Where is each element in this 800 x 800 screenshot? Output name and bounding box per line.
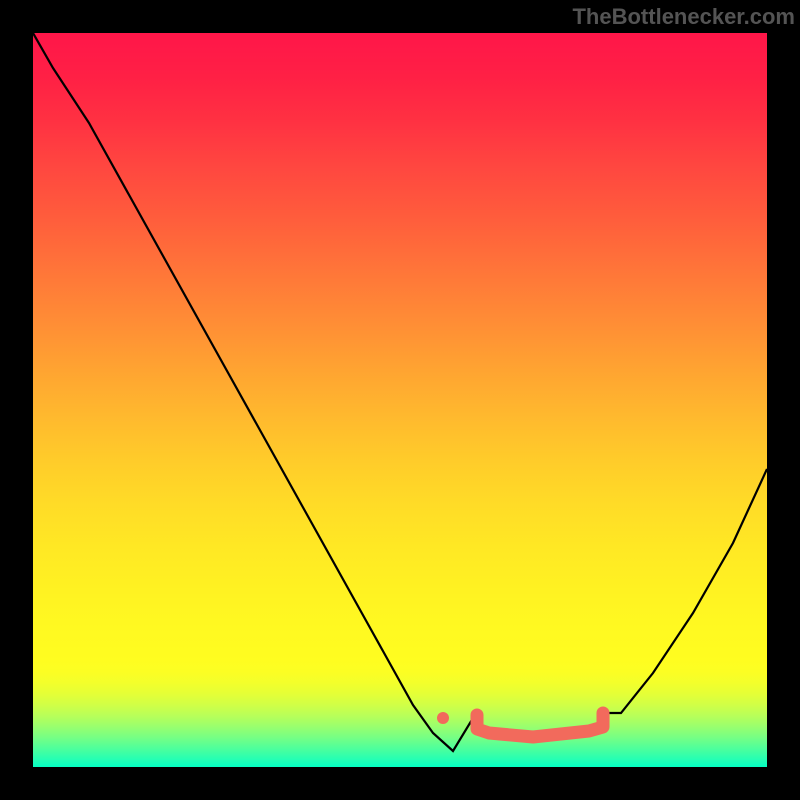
plot-area [33,33,767,767]
chart-container: TheBottlenecker.com [0,0,800,800]
highlight-marker-dot [437,712,449,724]
watermark-text: TheBottlenecker.com [572,4,795,30]
chart-svg [33,33,767,767]
